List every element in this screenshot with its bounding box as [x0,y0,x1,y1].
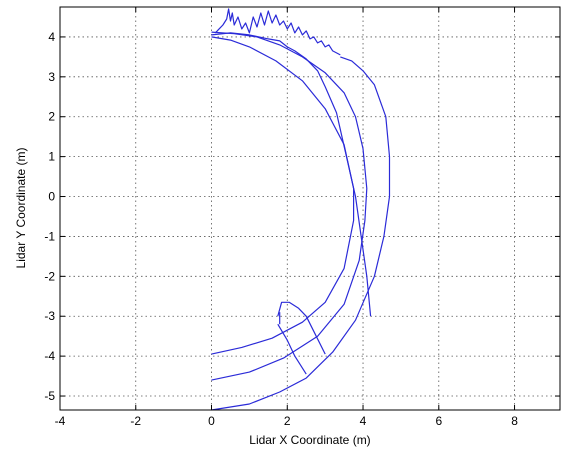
y-tick-label: 2 [48,110,55,124]
y-tick-labels: -5 -4 -3 -2 -1 0 1 2 3 4 [44,30,55,403]
series-line-4 [211,56,391,411]
y-tick-label: -1 [44,229,55,243]
x-tick-label: 4 [360,414,367,428]
series-line-2 [211,36,355,355]
y-tick-label: 1 [48,150,55,164]
x-tick-label: -4 [55,414,66,428]
y-tick-label: -4 [44,349,55,363]
series-group [211,8,391,411]
y-axis-title: Lidar Y Coordinate (m) [14,148,28,269]
x-tick-label: 2 [284,414,291,428]
x-tick-labels: -4 -2 0 2 4 6 8 [55,414,519,428]
ticks [59,7,560,410]
y-tick-label: 3 [48,70,55,84]
series-line-3 [211,31,368,381]
series-line-8 [214,8,341,56]
y-tick-label: -2 [44,269,55,283]
x-tick-label: 8 [511,414,518,428]
y-tick-label: -3 [44,309,55,323]
series-line-5 [277,301,326,355]
series-line-6 [277,323,307,375]
y-tick-label: 0 [48,190,55,204]
x-axis-title: Lidar X Coordinate (m) [249,433,370,447]
x-tick-label: 0 [208,414,215,428]
y-tick-label: -5 [44,389,55,403]
plot-area [60,7,560,410]
y-tick-label: 4 [48,30,55,44]
plot-frame [59,6,561,411]
x-tick-label: -2 [130,414,141,428]
x-tick-label: 6 [435,414,442,428]
